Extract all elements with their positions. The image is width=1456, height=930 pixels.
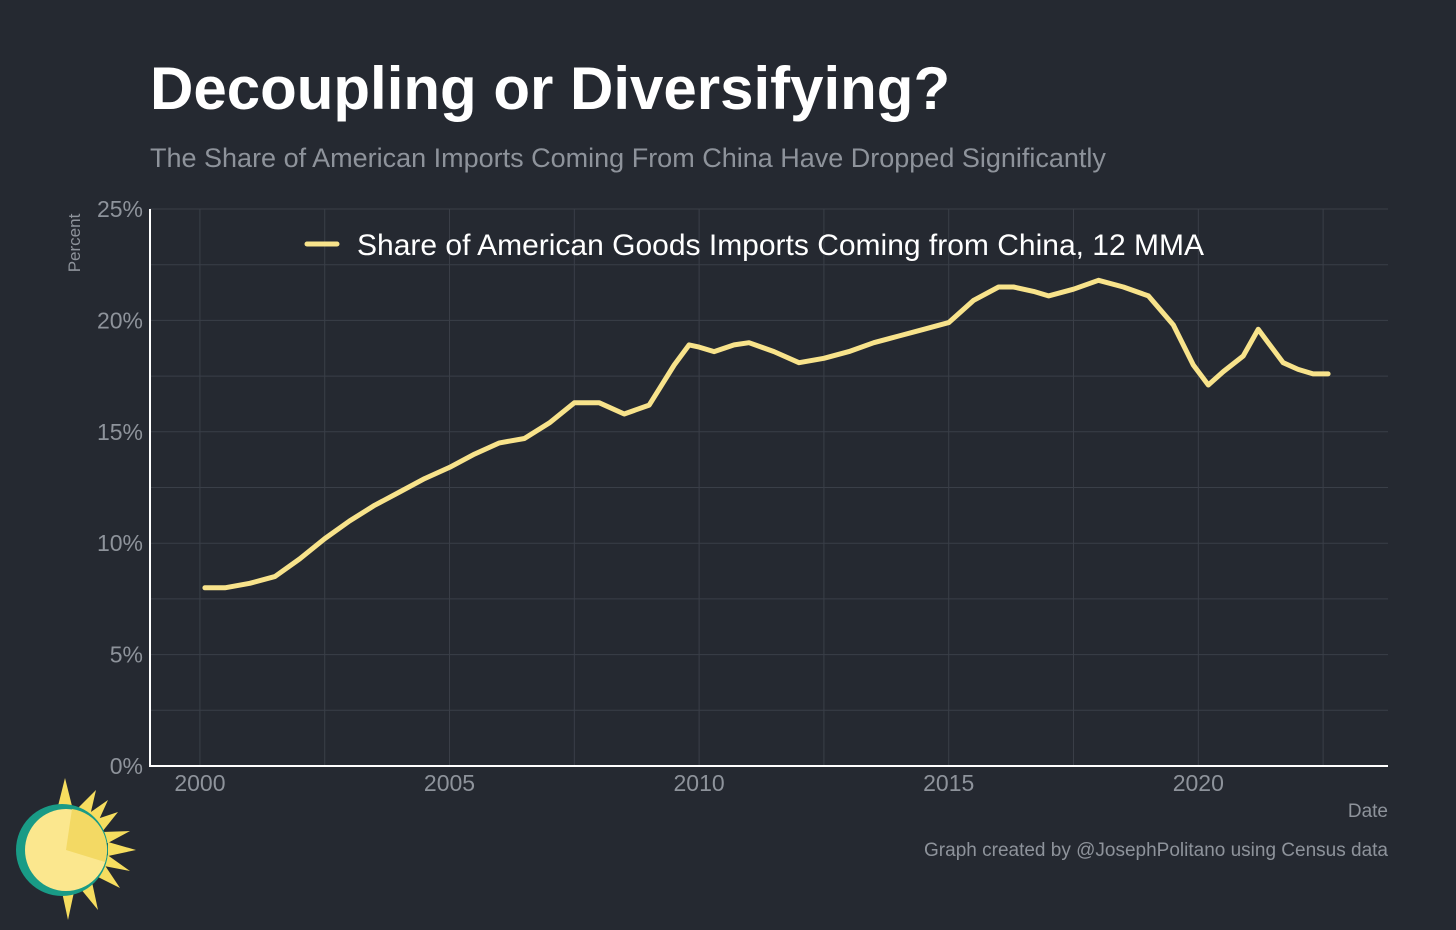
x-axis-label: Date	[1348, 801, 1388, 822]
chart-subtitle: The Share of American Imports Coming Fro…	[150, 143, 1106, 173]
axes	[149, 209, 1388, 767]
y-tick-label: 5%	[110, 642, 143, 668]
y-tick-labels: 0% 5% 10% 15% 20% 25%	[97, 196, 143, 779]
chart-title: Decoupling or Diversifying?	[150, 55, 951, 122]
x-tick-label: 2015	[923, 770, 974, 796]
y-tick-label: 15%	[97, 419, 143, 445]
source-caption: Graph created by @JosephPolitano using C…	[924, 840, 1388, 861]
y-tick-label: 10%	[97, 530, 143, 556]
y-tick-label: 0%	[110, 753, 143, 779]
y-axis-label: Percent	[65, 213, 84, 272]
legend: Share of American Goods Imports Coming f…	[304, 229, 1204, 262]
x-tick-labels: 2000 2005 2010 2015 2020	[174, 770, 1224, 796]
sun-logo-icon	[16, 778, 136, 920]
y-tick-label: 25%	[97, 196, 143, 222]
series-layer	[202, 277, 1331, 591]
series-line	[202, 277, 1331, 591]
x-tick-label: 2000	[174, 770, 225, 796]
grid-lines	[150, 208, 1388, 767]
y-tick-label: 20%	[97, 307, 143, 333]
x-tick-label: 2010	[674, 770, 725, 796]
x-tick-label: 2020	[1173, 770, 1224, 796]
x-tick-label: 2005	[424, 770, 475, 796]
legend-entry-label: Share of American Goods Imports Coming f…	[357, 229, 1204, 262]
